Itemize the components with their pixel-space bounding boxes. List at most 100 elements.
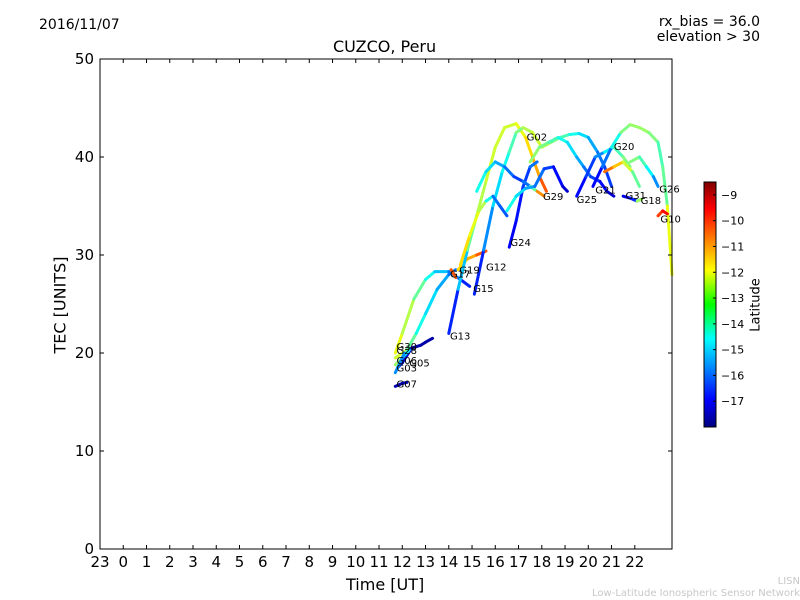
series-segment xyxy=(537,175,548,193)
y-tick-label: 40 xyxy=(75,148,94,166)
satellite-label: G18 xyxy=(641,196,661,207)
series-segment xyxy=(551,165,565,188)
date-label: 2016/11/07 xyxy=(39,17,120,33)
series-segment xyxy=(621,155,632,169)
satellite-label: G28 xyxy=(396,346,416,357)
x-tick-label: 17 xyxy=(509,553,528,571)
satellite-label: G03 xyxy=(396,364,416,375)
series-segment xyxy=(530,155,541,179)
colorbar-tick-label: −15 xyxy=(721,344,744,357)
series-segment xyxy=(398,351,407,365)
satellite-label: G19 xyxy=(459,266,479,277)
colorbar-tick-label: −10 xyxy=(721,215,744,228)
series-G26 xyxy=(628,155,660,188)
series-segment xyxy=(472,248,486,296)
series-segment xyxy=(605,189,616,198)
series-segment xyxy=(561,184,569,193)
credit-short: LISN xyxy=(777,576,800,587)
x-axis-label: Time [UT] xyxy=(346,575,425,594)
series-segment xyxy=(410,343,423,350)
x-tick-label: 12 xyxy=(393,553,412,571)
series-segment xyxy=(449,268,458,280)
series-segment xyxy=(665,204,674,277)
series-segment xyxy=(412,278,428,301)
series-segment xyxy=(400,380,409,385)
x-tick-label: 7 xyxy=(281,553,291,571)
series-segment xyxy=(468,209,481,237)
series-segment xyxy=(484,160,497,174)
series-segment xyxy=(630,170,641,188)
satellite-label: G17 xyxy=(450,270,470,281)
colorbar-tick-label: −12 xyxy=(721,266,744,279)
series-segment xyxy=(424,270,437,281)
series-segment xyxy=(524,184,537,190)
chart-title: CUZCO, Peru xyxy=(333,37,437,56)
series-segment xyxy=(435,273,451,291)
satellite-label: G31 xyxy=(625,191,645,202)
series-layer xyxy=(393,122,674,388)
series-segment xyxy=(661,165,669,208)
plot-frame xyxy=(99,58,673,550)
series-segment xyxy=(610,131,623,149)
series-segment xyxy=(535,189,546,198)
series-segment xyxy=(528,145,541,164)
satellite-label: G15 xyxy=(473,284,493,295)
x-tick-label: 18 xyxy=(532,553,551,571)
series-G03 xyxy=(393,351,407,375)
satellite-label: G02 xyxy=(527,132,547,143)
series-G07 xyxy=(393,380,409,388)
x-tick-label: 13 xyxy=(416,553,435,571)
series-segment xyxy=(575,175,588,198)
satellite-label: G24 xyxy=(510,238,530,249)
series-segment xyxy=(600,145,614,169)
series-segment xyxy=(458,233,472,267)
satellite-label: G07 xyxy=(396,379,416,390)
series-segment xyxy=(537,140,551,149)
x-tick-label: 20 xyxy=(579,553,598,571)
colorbar-tick-label: −16 xyxy=(721,369,744,382)
series-segment xyxy=(475,170,488,193)
y-tick-label: 0 xyxy=(84,540,94,558)
series-segment xyxy=(577,131,590,139)
series-segment xyxy=(565,140,579,159)
series-segment xyxy=(393,348,409,360)
series-segment xyxy=(530,131,544,149)
x-tick-label: 16 xyxy=(486,553,505,571)
satellite-label: G06 xyxy=(396,356,416,367)
series-segment xyxy=(400,297,416,335)
series-segment xyxy=(393,331,404,355)
y-tick-label: 30 xyxy=(75,246,94,264)
x-tick-label: 1 xyxy=(142,553,152,571)
x-tick-label: 6 xyxy=(258,553,268,571)
series-segment xyxy=(393,361,402,375)
x-tick-label: 2 xyxy=(165,553,175,571)
satellite-label: G26 xyxy=(659,184,679,195)
series-segment xyxy=(505,194,518,213)
colorbar-tick-label: −13 xyxy=(721,292,744,305)
series-segment xyxy=(512,175,525,183)
satellite-label: G30 xyxy=(396,342,416,353)
colorbar-ticks: −9 −10 −11 −12 −13 −14 −15 −16 −17 xyxy=(713,189,744,408)
series-segment xyxy=(424,336,435,344)
series-segment xyxy=(524,135,534,159)
series-segment xyxy=(619,123,632,134)
series-G13 xyxy=(447,122,548,335)
series-G18 xyxy=(621,194,644,203)
series-G25 xyxy=(528,135,616,198)
series-segment xyxy=(528,160,539,169)
x-tick-label: 22 xyxy=(625,553,644,571)
series-segment xyxy=(651,175,660,188)
satellite-label: G10 xyxy=(660,215,680,226)
series-segment xyxy=(656,140,665,169)
series-segment xyxy=(644,165,655,179)
series-G15 xyxy=(472,126,614,296)
colorbar-tick-label: −17 xyxy=(721,395,744,408)
x-tick-label: 0 xyxy=(118,553,128,571)
series-segment xyxy=(584,155,597,179)
credit-long: Low-Latitude Ionospheric Sensor Network xyxy=(592,588,800,599)
series-segment xyxy=(593,150,607,159)
series-G20 xyxy=(575,145,632,198)
series-G31 xyxy=(603,160,641,188)
